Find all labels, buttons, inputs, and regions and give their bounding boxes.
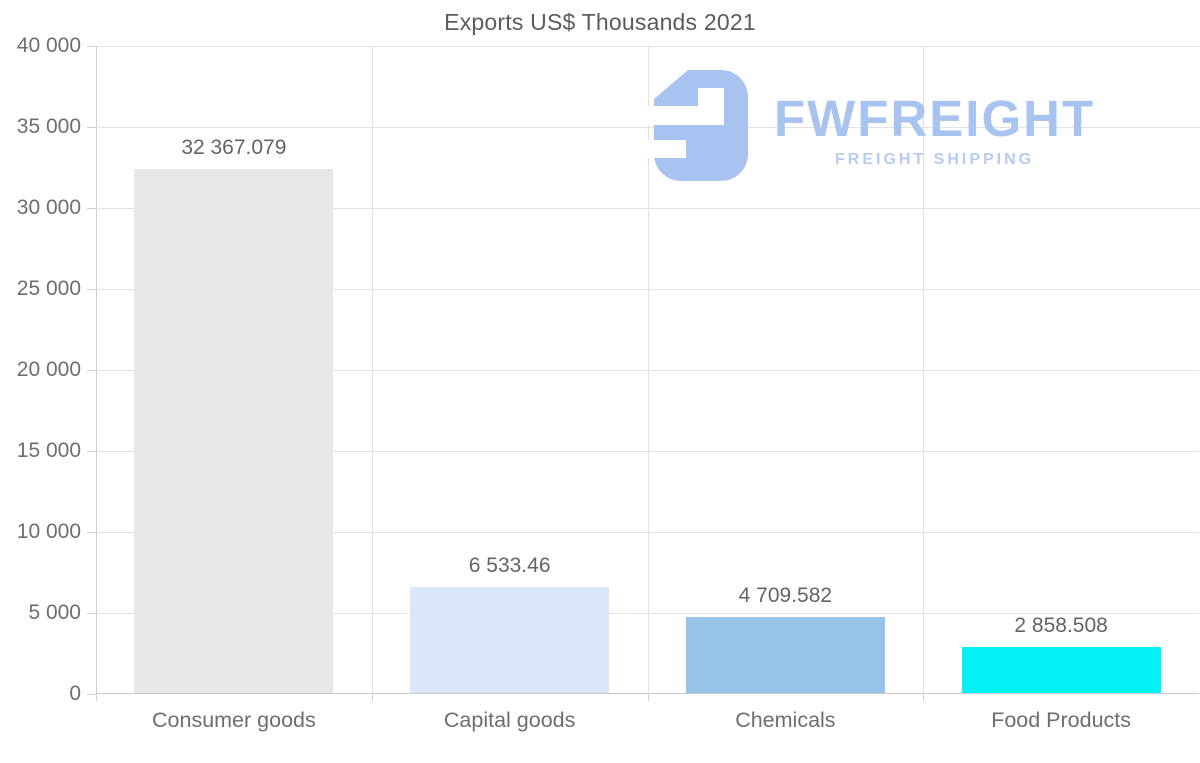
- bar-value-label-consumer-goods: 32 367.079: [181, 135, 287, 159]
- brand-text: FWFREIGHT FREIGHT SHIPPING: [774, 83, 1095, 169]
- bar-food-products: [961, 646, 1161, 693]
- y-axis-tick-label-10000: 10 000: [16, 520, 81, 543]
- gridline-x-1: [371, 46, 373, 694]
- x-tick-0: [96, 694, 97, 701]
- y-tick-15000: [87, 451, 96, 452]
- bar-value-label-chemicals: 4 709.582: [738, 583, 833, 607]
- y-tick-10000: [87, 532, 96, 533]
- x-axis-category-label-consumer-goods: Consumer goods: [152, 708, 316, 732]
- gridline-x-3: [923, 46, 925, 694]
- bar-consumer-goods: [134, 168, 334, 693]
- y-axis-tick-label-0: 0: [69, 682, 81, 705]
- y-tick-20000: [87, 370, 96, 371]
- fwfreight-logo-icon: [648, 70, 748, 181]
- brand-tagline: FREIGHT SHIPPING: [835, 151, 1035, 168]
- y-tick-35000: [87, 127, 96, 128]
- y-axis-tick-label-20000: 20 000: [16, 358, 81, 381]
- y-axis-tick-label-5000: 5 000: [28, 601, 81, 624]
- bar-value-label-food-products: 2 858.508: [1014, 613, 1108, 637]
- brand-name: FWFREIGHT: [774, 90, 1096, 147]
- brand-logo: FWFREIGHT FREIGHT SHIPPING: [648, 70, 1095, 182]
- chart-title: Exports US$ Thousands 2021: [444, 9, 756, 35]
- y-tick-40000: [87, 46, 96, 47]
- y-tick-25000: [87, 289, 96, 290]
- x-axis-category-label-capital-goods: Capital goods: [443, 708, 576, 732]
- x-tick-2: [647, 694, 649, 701]
- bar-value-label-capital-goods: 6 533.46: [468, 554, 551, 578]
- y-axis-tick-label-25000: 25 000: [16, 277, 81, 300]
- y-axis-tick-label-40000: 40 000: [16, 34, 81, 57]
- y-tick-30000: [87, 208, 96, 209]
- y-axis-tick-label-30000: 30 000: [16, 196, 81, 219]
- gridline-x-2: [647, 46, 649, 694]
- x-axis-category-label-chemicals: Chemicals: [735, 708, 836, 732]
- y-axis-tick-label-35000: 35 000: [16, 115, 81, 138]
- bar-capital-goods: [410, 587, 610, 693]
- plot-area: 0 5 000 10 000 15 000 20 000 25 000 30 000 35 0…: [17, 34, 1199, 705]
- x-tick-3: [923, 694, 925, 701]
- bar-chemicals: [685, 616, 885, 693]
- y-tick-5000: [87, 613, 96, 614]
- x-tick-1: [371, 694, 373, 701]
- y-tick-0: [87, 694, 96, 695]
- x-axis-category-label-food-products: Food Products: [991, 708, 1132, 732]
- y-axis-tick-label-15000: 15 000: [16, 439, 81, 462]
